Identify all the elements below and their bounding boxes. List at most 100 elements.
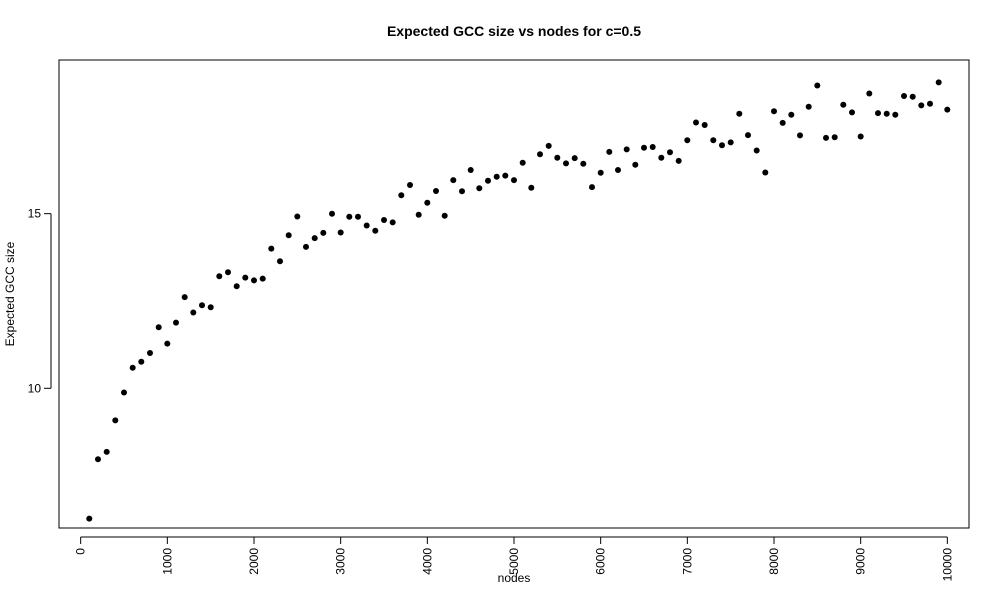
data-point [372, 227, 379, 234]
data-point [675, 157, 682, 164]
data-point [441, 212, 448, 219]
data-point [857, 133, 864, 140]
data-point [476, 185, 483, 192]
data-point [346, 213, 353, 220]
x-tick-label: 0 [74, 548, 88, 555]
data-point [736, 110, 743, 117]
data-point [225, 269, 231, 276]
data-point [121, 389, 127, 396]
x-axis: 0 1000 2000 3000 4000 5000 6000 7000 8000 9000 100… [74, 536, 954, 582]
data-point [320, 229, 327, 236]
data-point [259, 275, 266, 282]
data-point [242, 274, 249, 281]
data-point [511, 177, 517, 184]
data-point [935, 79, 942, 86]
data-point [658, 154, 665, 161]
data-point [155, 324, 162, 331]
data-point [433, 188, 439, 194]
data-point [849, 109, 855, 116]
data-point [467, 167, 474, 173]
data-point [667, 149, 673, 156]
data-point [355, 213, 361, 220]
data-point [597, 169, 604, 176]
data-point [147, 350, 153, 356]
data-point [866, 90, 873, 97]
data-point [138, 358, 145, 365]
data-point [112, 417, 119, 424]
y-axis: 10 15 [28, 207, 52, 395]
data-point [615, 167, 621, 173]
data-point [528, 184, 535, 191]
data-point [823, 134, 829, 141]
data-point [181, 294, 188, 301]
data-point [788, 111, 795, 118]
data-point [589, 184, 595, 191]
data-point [883, 110, 890, 117]
data-point [294, 213, 301, 220]
data-point [771, 108, 777, 115]
data-point [277, 258, 283, 265]
data-point [207, 304, 214, 311]
data-point [684, 137, 691, 144]
x-tick-label: 2000 [247, 548, 261, 575]
x-tick-label: 3000 [334, 548, 348, 575]
data-point [103, 448, 110, 455]
data-point [545, 142, 552, 149]
data-point [779, 119, 786, 126]
data-point [398, 192, 405, 199]
x-tick-label: 5000 [507, 548, 521, 575]
data-point [693, 119, 699, 126]
data-point [649, 144, 656, 150]
data-point [164, 340, 171, 347]
data-point [381, 217, 387, 223]
data-point [251, 277, 257, 284]
data-point [285, 232, 292, 239]
data-point [814, 82, 821, 89]
data-point [563, 160, 569, 167]
data-point [805, 103, 812, 110]
plot-frame [58, 59, 970, 529]
data-point [493, 173, 500, 180]
data-points [86, 79, 951, 522]
data-point [727, 139, 734, 146]
data-point [909, 93, 916, 100]
data-point [329, 210, 335, 217]
data-point [892, 111, 899, 118]
data-point [502, 172, 509, 179]
x-tick-label: 1000 [160, 548, 174, 575]
data-point [485, 177, 491, 184]
x-axis-label: nodes [498, 571, 531, 585]
data-point [918, 102, 925, 109]
data-point [303, 243, 309, 250]
x-tick-label: 4000 [420, 548, 434, 575]
data-point [901, 93, 907, 99]
data-point [173, 319, 179, 326]
y-tick-label: 15 [28, 207, 42, 221]
data-point [415, 211, 422, 218]
data-point [710, 137, 717, 144]
data-point [571, 155, 578, 162]
x-tick-label: 10000 [940, 548, 954, 582]
data-point [216, 273, 223, 280]
data-point [753, 147, 760, 154]
data-point [745, 132, 751, 139]
data-point [190, 309, 197, 316]
data-point [554, 154, 561, 161]
data-point [606, 148, 613, 155]
data-point [363, 222, 370, 229]
data-point [831, 134, 838, 141]
data-point [95, 456, 101, 463]
data-point [944, 106, 951, 113]
data-point [424, 199, 431, 206]
data-point [927, 100, 933, 107]
data-point [762, 169, 769, 176]
data-point [311, 235, 318, 242]
data-point [641, 144, 647, 151]
x-tick-label: 7000 [680, 548, 694, 575]
data-point [233, 283, 240, 290]
data-point [129, 364, 136, 371]
data-point [389, 219, 396, 226]
data-point [86, 515, 93, 522]
data-point [632, 161, 639, 168]
